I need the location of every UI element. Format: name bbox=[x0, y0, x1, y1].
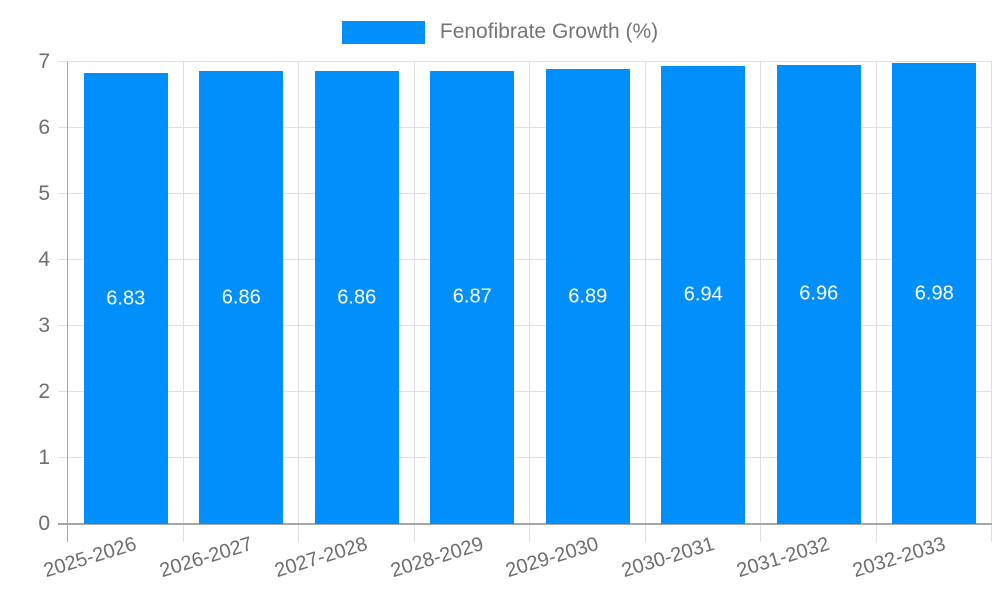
bar-value-label: 6.98 bbox=[914, 282, 954, 305]
y-axis-tick-label: 0 bbox=[38, 512, 50, 535]
y-gridline bbox=[68, 259, 992, 260]
y-gridline bbox=[68, 193, 992, 194]
bar-value-label: 6.86 bbox=[221, 286, 261, 309]
y-axis-tick bbox=[58, 457, 68, 458]
y-axis-tick-label: 7 bbox=[38, 50, 50, 73]
y-axis-tick bbox=[58, 127, 68, 128]
y-axis-tick bbox=[58, 193, 68, 194]
y-axis-tick bbox=[58, 391, 68, 392]
x-gridline bbox=[644, 62, 646, 542]
y-axis-tick bbox=[58, 325, 68, 326]
x-gridline bbox=[298, 62, 299, 542]
y-axis-tick-label: 1 bbox=[38, 446, 50, 469]
legend-swatch bbox=[341, 20, 425, 44]
y-gridline bbox=[68, 391, 992, 392]
y-gridline bbox=[68, 325, 992, 326]
y-axis-tick bbox=[58, 61, 68, 62]
bar-value-label: 6.96 bbox=[799, 282, 839, 305]
x-axis-tick-label: 2031-2032 bbox=[734, 533, 833, 583]
x-gridline bbox=[875, 62, 877, 542]
legend[interactable]: Fenofibrate Growth (%) bbox=[0, 20, 1000, 44]
x-axis-tick-label: 2028-2029 bbox=[387, 533, 486, 583]
bar-value-label: 6.87 bbox=[452, 285, 492, 308]
x-gridline bbox=[760, 62, 761, 542]
bar-value-label: 6.86 bbox=[337, 286, 377, 309]
bar-2032-2033 bbox=[892, 63, 977, 524]
bar-2030-2031 bbox=[661, 65, 746, 524]
y-gridline bbox=[68, 457, 992, 458]
bar-2029-2030 bbox=[545, 69, 630, 524]
legend-label: Fenofibrate Growth (%) bbox=[439, 20, 659, 43]
y-axis-tick-label: 3 bbox=[38, 314, 50, 337]
y-axis-tick-label: 5 bbox=[38, 182, 50, 205]
y-axis-tick-label: 4 bbox=[38, 248, 50, 271]
bar-2028-2029 bbox=[430, 70, 515, 524]
bar-value-label: 6.94 bbox=[683, 283, 723, 306]
bar-2025-2026 bbox=[83, 73, 168, 524]
bar-value-label: 6.83 bbox=[106, 287, 146, 310]
y-axis-tick-label: 2 bbox=[38, 380, 50, 403]
y-axis-tick-label: 6 bbox=[38, 116, 50, 139]
y-axis-tick bbox=[58, 259, 68, 260]
x-axis-tick-label: 2029-2030 bbox=[503, 533, 602, 583]
x-gridline bbox=[529, 62, 530, 542]
bar-2031-2032 bbox=[776, 64, 861, 524]
y-gridline bbox=[68, 61, 992, 62]
x-axis-tick-label: 2032-2033 bbox=[849, 533, 948, 583]
x-axis-tick-label: 2026-2027 bbox=[156, 533, 255, 583]
x-axis-tick-label: 2030-2031 bbox=[618, 533, 717, 583]
x-axis-line bbox=[58, 523, 992, 525]
bar-2026-2027 bbox=[199, 71, 284, 524]
x-axis-tick-label: 2027-2028 bbox=[272, 533, 371, 583]
x-gridline bbox=[991, 62, 992, 542]
y-axis-line bbox=[67, 62, 68, 542]
bar-2027-2028 bbox=[314, 71, 399, 524]
y-gridline bbox=[68, 127, 992, 128]
x-gridline bbox=[182, 62, 184, 542]
x-gridline bbox=[413, 62, 415, 542]
x-axis-tick-label: 2025-2026 bbox=[41, 533, 140, 583]
bar-value-label: 6.89 bbox=[568, 285, 608, 308]
